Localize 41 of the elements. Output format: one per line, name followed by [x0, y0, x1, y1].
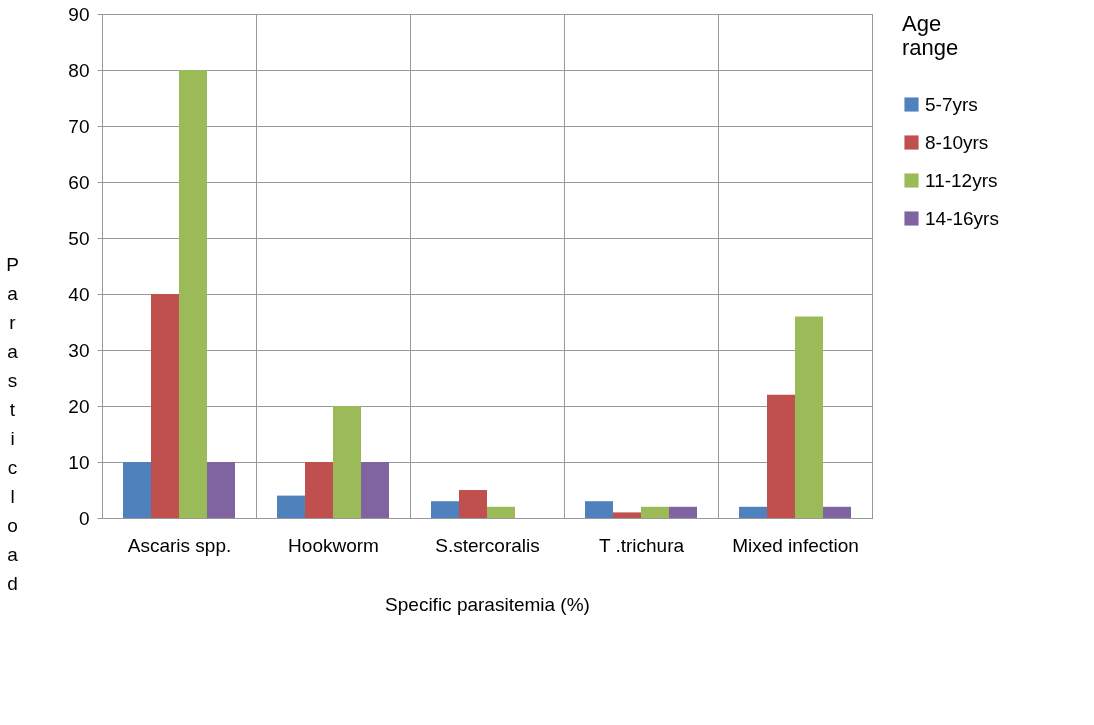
- y-tick-label: 50: [68, 227, 90, 249]
- legend-label: 5-7yrs: [925, 93, 978, 115]
- y-tick-label: 30: [68, 339, 90, 361]
- bar: [795, 316, 823, 518]
- bar: [669, 506, 697, 518]
- bar: [361, 462, 389, 518]
- bar: [151, 294, 179, 518]
- legend-title: Age range: [902, 11, 959, 60]
- x-tick-label: T .trichura: [598, 534, 685, 556]
- x-tick-label: Mixed infection: [732, 534, 859, 556]
- y-tick-label: 40: [68, 283, 90, 305]
- y-tick-label: 80: [68, 59, 90, 81]
- y-tick-label: 20: [68, 395, 90, 417]
- x-tick-label: S.stercoralis: [435, 534, 540, 556]
- bar: [123, 462, 151, 518]
- bar: [305, 462, 333, 518]
- y-tick-label: 0: [78, 507, 90, 529]
- bar: [431, 501, 459, 518]
- bar: [179, 70, 207, 518]
- y-tick-label: 90: [68, 3, 90, 25]
- y-tick-label: 10: [68, 451, 90, 473]
- bar: [767, 394, 795, 518]
- bar: [459, 490, 487, 518]
- bar: [487, 506, 515, 518]
- x-tick-label: Hookworm: [288, 534, 379, 556]
- legend-label: 8-10yrs: [925, 131, 989, 153]
- legend-label: 14-16yrs: [925, 207, 999, 229]
- bar: [613, 512, 641, 518]
- y-tick-label: 70: [68, 115, 90, 137]
- legend-label: 11-12yrs: [925, 169, 998, 191]
- x-axis-title: Specific parasitemia (%): [385, 593, 590, 615]
- bar: [277, 495, 305, 518]
- bar: [823, 506, 851, 518]
- bar: [739, 506, 767, 518]
- bar: [641, 506, 669, 518]
- bar: [333, 406, 361, 518]
- x-tick-label: Ascaris spp.: [127, 534, 232, 556]
- y-tick-label: 60: [68, 171, 90, 193]
- text: Parastic load: [6, 253, 19, 594]
- bar: [585, 501, 613, 518]
- bar: [207, 462, 235, 518]
